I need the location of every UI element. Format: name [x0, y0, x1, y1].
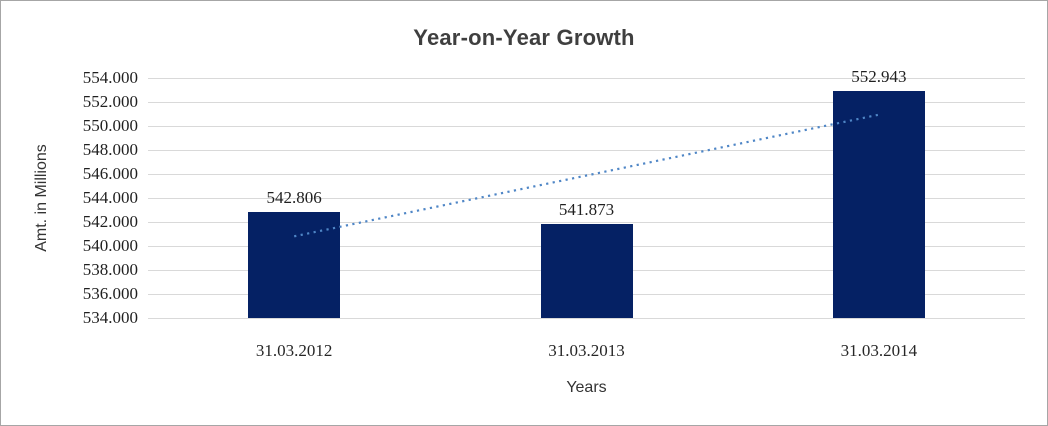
y-tick-label: 540.000: [82, 236, 138, 255]
y-tick-label: 548.000: [82, 140, 138, 159]
bar: [248, 212, 341, 318]
bar: [832, 90, 925, 318]
gridline: [148, 125, 1025, 127]
trendline: [293, 113, 880, 238]
gridline: [148, 221, 1025, 223]
y-tick-label: 546.000: [82, 164, 138, 183]
x-axis-title: Years: [566, 379, 607, 396]
bar-data-label: 552.943: [851, 66, 907, 86]
y-tick-label: 542.000: [82, 212, 138, 231]
y-tick-labels: 554.000 552.000 550.000 548.000 546.000 544.0…: [1, 1, 138, 425]
gridline: [148, 101, 1025, 103]
y-tick-label: 534.000: [82, 308, 138, 327]
gridline: [148, 317, 1025, 319]
x-tick-label: 31.03.2013: [548, 341, 625, 360]
y-tick-label: 550.000: [82, 116, 138, 135]
plot-area: 542.806 541.873 552.943: [148, 67, 1025, 319]
y-tick-label: 536.000: [82, 284, 138, 303]
gridline: [148, 173, 1025, 175]
gridline: [148, 77, 1025, 79]
bar-data-label: 541.873: [558, 199, 615, 219]
y-tick-label: 538.000: [82, 260, 138, 279]
y-tick-label: 544.000: [82, 188, 138, 207]
bars-layer: 542.806 541.873 552.943: [148, 67, 1025, 318]
gridline: [148, 149, 1025, 151]
x-tick-labels: 31.03.2012 31.03.2013 31.03.2014: [148, 340, 1025, 362]
y-tick-label: 552.000: [82, 92, 138, 111]
gridline: [148, 197, 1025, 199]
bar: [540, 223, 633, 318]
y-tick-label: 554.000: [82, 68, 138, 87]
chart-title: Year-on-Year Growth: [413, 25, 635, 50]
x-tick-label: 31.03.2014: [840, 341, 918, 360]
bar-data-label: 542.806: [266, 188, 322, 208]
x-tick-label: 31.03.2012: [255, 341, 333, 360]
